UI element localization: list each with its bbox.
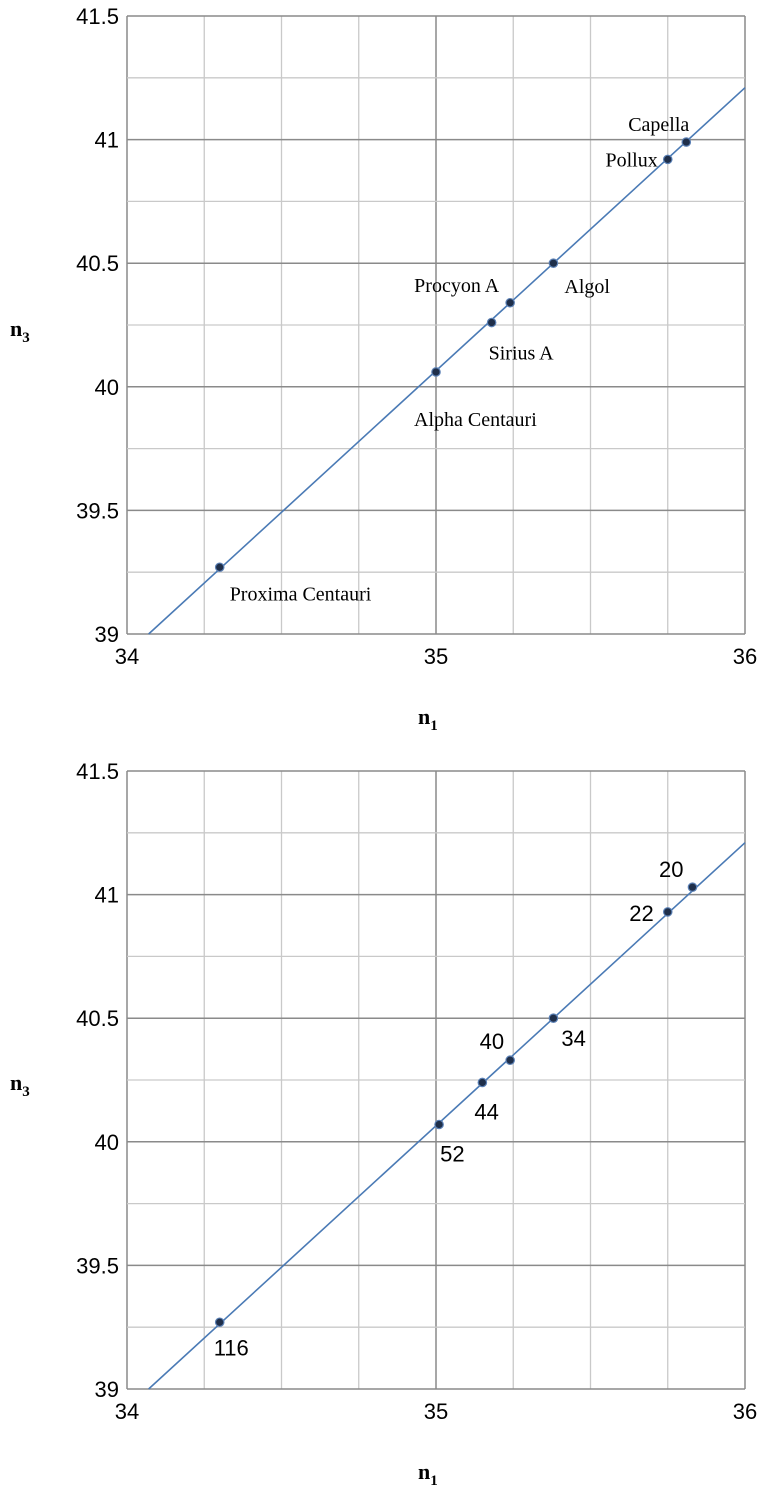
data-point — [505, 297, 515, 308]
data-point — [434, 1119, 444, 1130]
y-tick-label: 39.5 — [76, 498, 119, 523]
data-points — [214, 137, 692, 573]
scatter-chart-star-numbers: 39 39.5 40 40.5 41 41.5 34 35 36 116 52 44 40 34 222… — [10, 759, 757, 1489]
data-point-label: Capella — [628, 114, 689, 136]
y-tick-label: 41 — [95, 128, 119, 153]
y-tick-label: 41 — [95, 883, 119, 908]
scatter-chart-star-names: 39 39.5 40 40.5 41 41.5 34 35 36 Proxima Centau… — [10, 4, 757, 734]
y-tick-label: 39 — [95, 622, 119, 647]
data-point-label: Proxima Centauri — [230, 583, 372, 605]
data-point — [662, 907, 673, 917]
y-tick-label: 40 — [95, 1130, 119, 1155]
data-point — [477, 1077, 488, 1088]
data-point-label: 34 — [561, 1026, 585, 1051]
data-point-label: 52 — [440, 1141, 464, 1166]
data-point-label: 40 — [480, 1029, 504, 1054]
data-point — [662, 154, 673, 165]
grid — [126, 770, 746, 1390]
data-point — [431, 367, 441, 377]
data-point — [548, 258, 559, 268]
y-tick-labels: 39 39.5 40 40.5 41 41.5 — [76, 4, 119, 647]
data-point-label: 116 — [214, 1335, 249, 1360]
x-tick-label: 34 — [115, 1399, 139, 1424]
y-tick-label: 39 — [95, 1377, 119, 1402]
data-point — [486, 317, 497, 328]
data-point — [687, 882, 698, 892]
fit-line — [148, 87, 746, 635]
data-point-label: 44 — [474, 1099, 498, 1124]
y-tick-label: 40.5 — [76, 1006, 119, 1031]
data-point — [214, 562, 225, 573]
data-point-label: Procyon A — [414, 275, 500, 297]
x-tick-label: 35 — [424, 1399, 448, 1424]
grid — [126, 15, 746, 635]
data-point-label: 22 — [629, 901, 653, 926]
x-tick-label: 36 — [733, 1399, 757, 1424]
data-point-label: Sirius A — [489, 343, 555, 365]
y-tick-label: 40 — [95, 375, 119, 400]
x-tick-label: 34 — [115, 644, 139, 669]
data-point — [505, 1055, 515, 1066]
y-tick-label: 41.5 — [76, 4, 119, 29]
data-point — [548, 1013, 559, 1023]
y-tick-label: 41.5 — [76, 759, 119, 784]
data-point-label: Algol — [564, 276, 610, 298]
x-axis-title: n1 — [418, 704, 438, 734]
data-point — [681, 137, 692, 147]
data-point-label: 20 — [659, 857, 683, 882]
data-point-label: Pollux — [606, 149, 658, 171]
x-tick-label: 35 — [424, 644, 448, 669]
data-labels: Proxima Centauri Alpha Centauri Sirius A Pr… — [230, 114, 690, 605]
x-tick-label: 36 — [733, 644, 757, 669]
y-tick-labels: 39 39.5 40 40.5 41 41.5 — [76, 759, 119, 1402]
x-axis-title: n1 — [418, 1459, 438, 1489]
y-axis-title: n3 — [10, 1070, 30, 1100]
data-point-label: Alpha Centauri — [414, 409, 537, 431]
data-point — [214, 1317, 225, 1328]
y-axis-title: n3 — [10, 316, 30, 346]
x-tick-labels: 34 35 36 — [115, 1399, 757, 1424]
y-tick-label: 40.5 — [76, 251, 119, 276]
fit-line — [148, 842, 746, 1390]
x-tick-labels: 34 35 36 — [115, 644, 757, 669]
y-tick-label: 39.5 — [76, 1253, 119, 1278]
data-points — [214, 882, 698, 1328]
